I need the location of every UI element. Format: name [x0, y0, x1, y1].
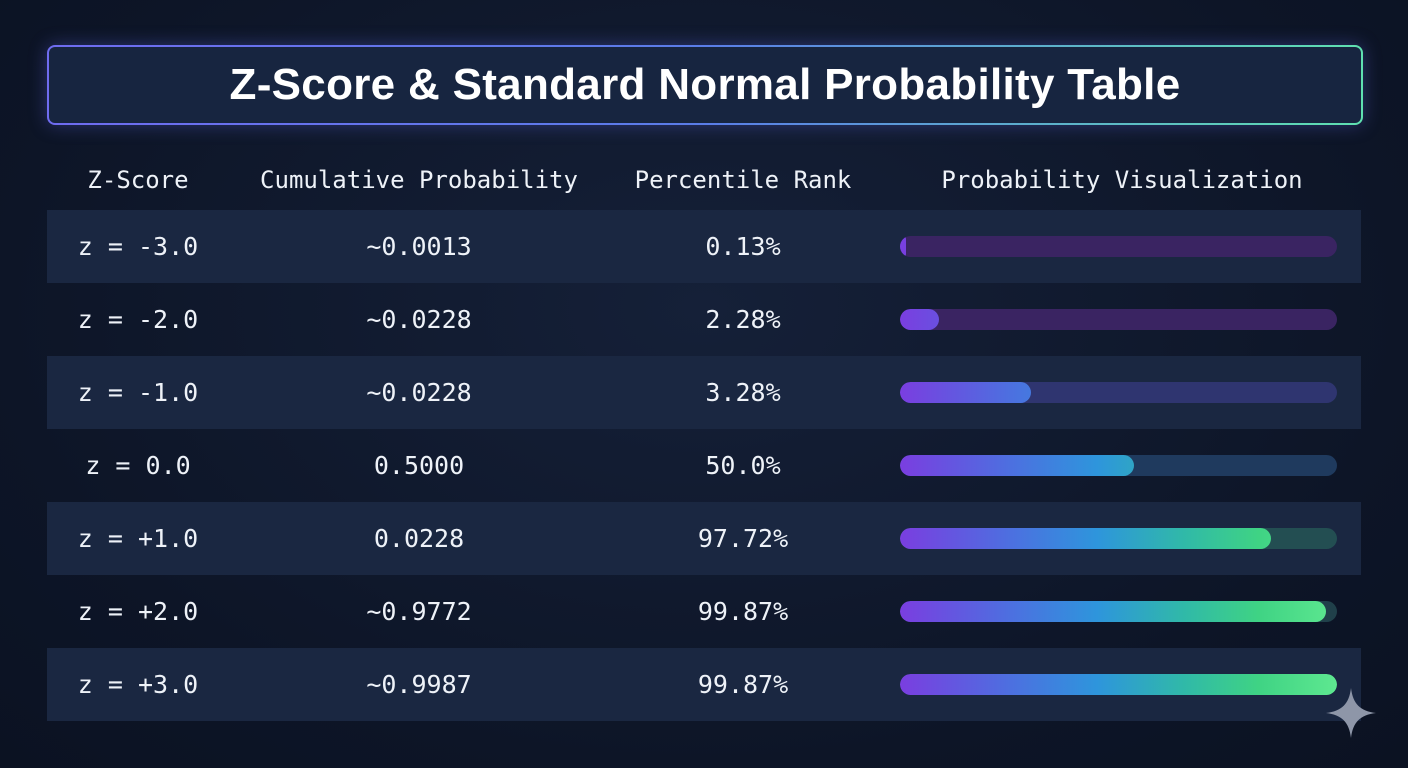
table-row: z = -3.0 ~0.0013 0.13%	[47, 210, 1361, 283]
percentile-rank-cell: 2.28%	[705, 305, 781, 334]
percentile-rank-cell: 99.87%	[697, 597, 789, 626]
page-title: Z-Score & Standard Normal Probability Ta…	[229, 60, 1181, 109]
z-score-cell: z = 0.0	[85, 451, 191, 480]
probability-bar-track	[900, 455, 1337, 476]
probability-bar-fill	[900, 528, 1272, 549]
probability-bar-fill	[900, 601, 1327, 622]
z-score-cell: z = -1.0	[77, 378, 199, 407]
cumulative-probability-cell: 0.0228	[373, 524, 465, 553]
column-header-z-score: Z-Score	[87, 166, 189, 194]
table-row: z = 0.0 0.5000 50.0%	[47, 429, 1361, 502]
percentile-rank-cell: 0.13%	[705, 232, 781, 261]
table-header: Z-Score Cumulative Probability Percentil…	[47, 160, 1361, 200]
probability-bar-fill	[900, 382, 1032, 403]
probability-bar-fill	[900, 674, 1337, 695]
table-body: z = -3.0 ~0.0013 0.13% z = -2.0 ~0.0228 2.28%…	[47, 210, 1361, 721]
cumulative-probability-cell: ~0.9772	[366, 597, 472, 626]
table-row: z = +2.0 ~0.9772 99.87%	[47, 575, 1361, 648]
table-row: z = -2.0 ~0.0228 2.28%	[47, 283, 1361, 356]
cumulative-probability-cell: ~0.0228	[366, 305, 472, 334]
title-banner: Z-Score & Standard Normal Probability Ta…	[47, 45, 1363, 125]
column-header-percentile-rank: Percentile Rank	[634, 166, 852, 194]
percentile-rank-cell: 3.28%	[705, 378, 781, 407]
probability-bar-track	[900, 309, 1337, 330]
table-row: z = +3.0 ~0.9987 99.87%	[47, 648, 1361, 721]
probability-bar-fill	[900, 455, 1134, 476]
probability-bar-fill	[900, 236, 906, 257]
percentile-rank-cell: 50.0%	[705, 451, 781, 480]
column-header-cumulative-probability: Cumulative Probability	[260, 166, 578, 194]
cumulative-probability-cell: ~0.9987	[366, 670, 472, 699]
probability-bar-track	[900, 528, 1337, 549]
z-score-cell: z = +1.0	[77, 524, 199, 553]
percentile-rank-cell: 99.87%	[697, 670, 789, 699]
cumulative-probability-cell: 0.5000	[373, 451, 465, 480]
probability-bar-track	[900, 236, 1337, 257]
probability-bar-track	[900, 601, 1337, 622]
percentile-rank-cell: 97.72%	[697, 524, 789, 553]
z-score-cell: z = -2.0	[77, 305, 199, 334]
z-score-cell: z = +2.0	[77, 597, 199, 626]
sparkle-icon	[1326, 688, 1376, 738]
probability-bar-fill	[900, 309, 940, 330]
cumulative-probability-cell: ~0.0013	[366, 232, 472, 261]
table-row: z = +1.0 0.0228 97.72%	[47, 502, 1361, 575]
probability-bar-track	[900, 674, 1337, 695]
table-row: z = -1.0 ~0.0228 3.28%	[47, 356, 1361, 429]
column-header-probability-visualization: Probability Visualization	[941, 166, 1303, 194]
z-score-cell: z = -3.0	[77, 232, 199, 261]
probability-bar-track	[900, 382, 1337, 403]
z-score-cell: z = +3.0	[77, 670, 199, 699]
cumulative-probability-cell: ~0.0228	[366, 378, 472, 407]
